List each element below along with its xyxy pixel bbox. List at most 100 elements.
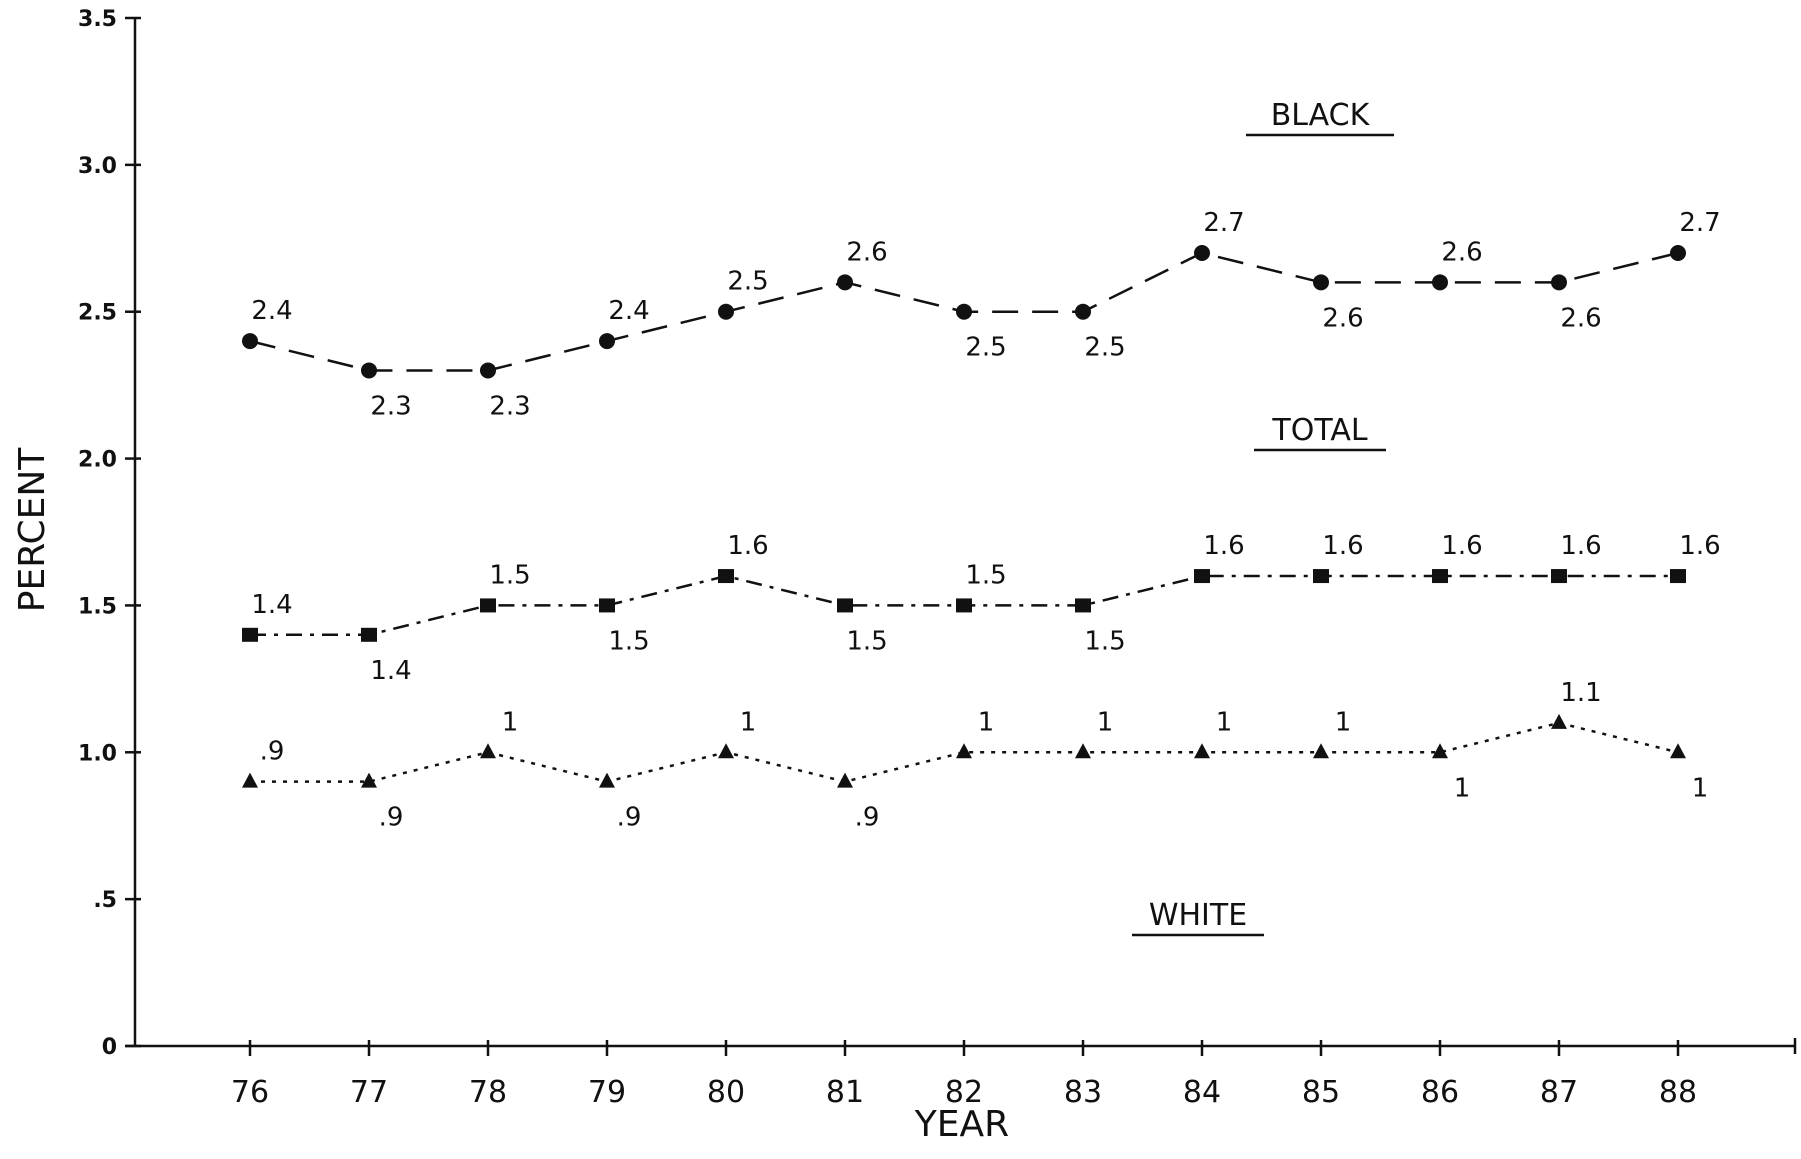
data-point	[1432, 743, 1448, 759]
y-tick-label: 1.0	[78, 741, 117, 766]
data-label: .9	[379, 803, 404, 833]
data-point	[361, 627, 377, 642]
data-point	[599, 598, 615, 613]
data-point	[1432, 274, 1448, 291]
data-point	[1075, 743, 1091, 759]
x-tick-label: 86	[1421, 1075, 1459, 1110]
data-point	[361, 772, 377, 788]
y-tick-label: 2.5	[78, 301, 117, 326]
data-label: .9	[855, 803, 880, 833]
data-point	[1551, 569, 1567, 584]
series-title-black: BLACK	[1271, 98, 1371, 133]
data-label: 1.5	[846, 626, 887, 656]
data-label: 1	[740, 707, 757, 737]
data-point	[480, 598, 496, 613]
x-tick-label: 76	[231, 1075, 269, 1110]
data-label: 1.6	[727, 531, 768, 561]
series-title-total: TOTAL	[1271, 413, 1367, 448]
data-label: 1.6	[1203, 531, 1244, 561]
y-tick-label: 2.0	[78, 448, 117, 473]
data-label: 2.4	[608, 296, 649, 326]
data-label: .9	[260, 737, 285, 767]
data-label: 1.5	[608, 626, 649, 656]
series-layer: 2.4 2.3 2.3 2.4 2.5 2.6 2.5 2.5 2.7 2.6 2.6 2.6 2.7 B…	[242, 98, 1721, 937]
data-point	[956, 743, 972, 759]
data-label: 1	[1216, 707, 1233, 737]
x-tick-label: 81	[826, 1075, 864, 1110]
data-label: 1	[1692, 773, 1709, 803]
data-point	[599, 772, 615, 788]
data-label: 1	[1335, 707, 1352, 737]
chart-axes: 0 .5 1.0 1.5 2.0 2.5 3.0 3.5 76 77 78 79 80 81 82 83 84 8…	[78, 7, 1797, 1110]
data-label: 2.6	[1560, 303, 1601, 333]
data-point	[956, 303, 972, 320]
data-point	[1075, 598, 1091, 613]
y-tick-label: .5	[93, 888, 117, 913]
x-axis-title: YEAR	[914, 1104, 1009, 1145]
data-point	[480, 743, 496, 759]
data-point	[1313, 743, 1329, 759]
data-label: 1.4	[251, 590, 292, 620]
x-tick-label: 87	[1540, 1075, 1578, 1110]
data-point	[361, 362, 377, 379]
data-point	[242, 333, 258, 350]
data-point	[242, 627, 258, 642]
data-label: 2.5	[965, 333, 1006, 363]
y-tick-label: 3.0	[78, 154, 117, 179]
data-label: 1.6	[1441, 531, 1482, 561]
data-point	[242, 772, 258, 788]
data-label: 1.6	[1322, 531, 1363, 561]
x-tick-label: 77	[350, 1075, 388, 1110]
data-point	[1194, 244, 1210, 261]
data-label: 2.4	[251, 296, 292, 326]
data-label: 1.4	[370, 656, 411, 686]
data-label: 1.6	[1560, 531, 1601, 561]
series-black: 2.4 2.3 2.3 2.4 2.5 2.6 2.5 2.5 2.7 2.6 2.6 2.6 2.7 B…	[242, 98, 1721, 421]
data-point	[1432, 569, 1448, 584]
data-point	[718, 569, 734, 584]
y-tick-label: 1.5	[78, 594, 117, 619]
x-tick-label: 85	[1302, 1075, 1340, 1110]
series-title-white: WHITE	[1149, 898, 1247, 933]
data-point	[1313, 274, 1329, 291]
data-label: 2.7	[1203, 208, 1244, 238]
data-point	[599, 333, 615, 350]
x-tick-label: 84	[1183, 1075, 1221, 1110]
data-label: 1	[1454, 773, 1471, 803]
data-label: 1.5	[489, 560, 530, 590]
data-label: .9	[617, 803, 642, 833]
data-point	[837, 598, 853, 613]
data-label: 2.5	[727, 267, 768, 297]
x-tick-label: 78	[469, 1075, 507, 1110]
data-label: 1	[502, 707, 519, 737]
data-point	[1670, 244, 1686, 261]
data-label: 1.5	[965, 560, 1006, 590]
x-tick-label: 82	[945, 1075, 983, 1110]
y-tick-label: 3.5	[78, 7, 117, 32]
x-tick-label: 80	[707, 1075, 745, 1110]
data-point	[718, 303, 734, 320]
series-total: 1.4 1.4 1.5 1.5 1.6 1.5 1.5 1.5 1.6 1.6 1.6 1.6 1.6 T…	[242, 413, 1721, 686]
data-label: 1	[1097, 707, 1114, 737]
data-point	[837, 274, 853, 291]
data-point	[480, 362, 496, 379]
data-label: 2.6	[1441, 237, 1482, 267]
y-axis-title: PERCENT	[12, 447, 53, 612]
data-point	[1551, 274, 1567, 291]
data-point	[1551, 713, 1567, 729]
data-label: 1	[978, 707, 995, 737]
x-tick-label: 79	[588, 1075, 626, 1110]
x-tick-label: 88	[1659, 1075, 1697, 1110]
data-label: 2.5	[1084, 333, 1125, 363]
data-point	[1313, 569, 1329, 584]
data-point	[1075, 303, 1091, 320]
data-label: 2.3	[489, 391, 530, 421]
data-label: 2.6	[846, 237, 887, 267]
data-point	[1670, 743, 1686, 759]
data-point	[837, 772, 853, 788]
series-white: .9 .9 1 .9 1 .9 1 1 1 1 1 1.1 1 WHITE	[242, 678, 1709, 937]
data-point	[1194, 569, 1210, 584]
data-label: 2.6	[1322, 303, 1363, 333]
data-label: 2.7	[1679, 208, 1720, 238]
